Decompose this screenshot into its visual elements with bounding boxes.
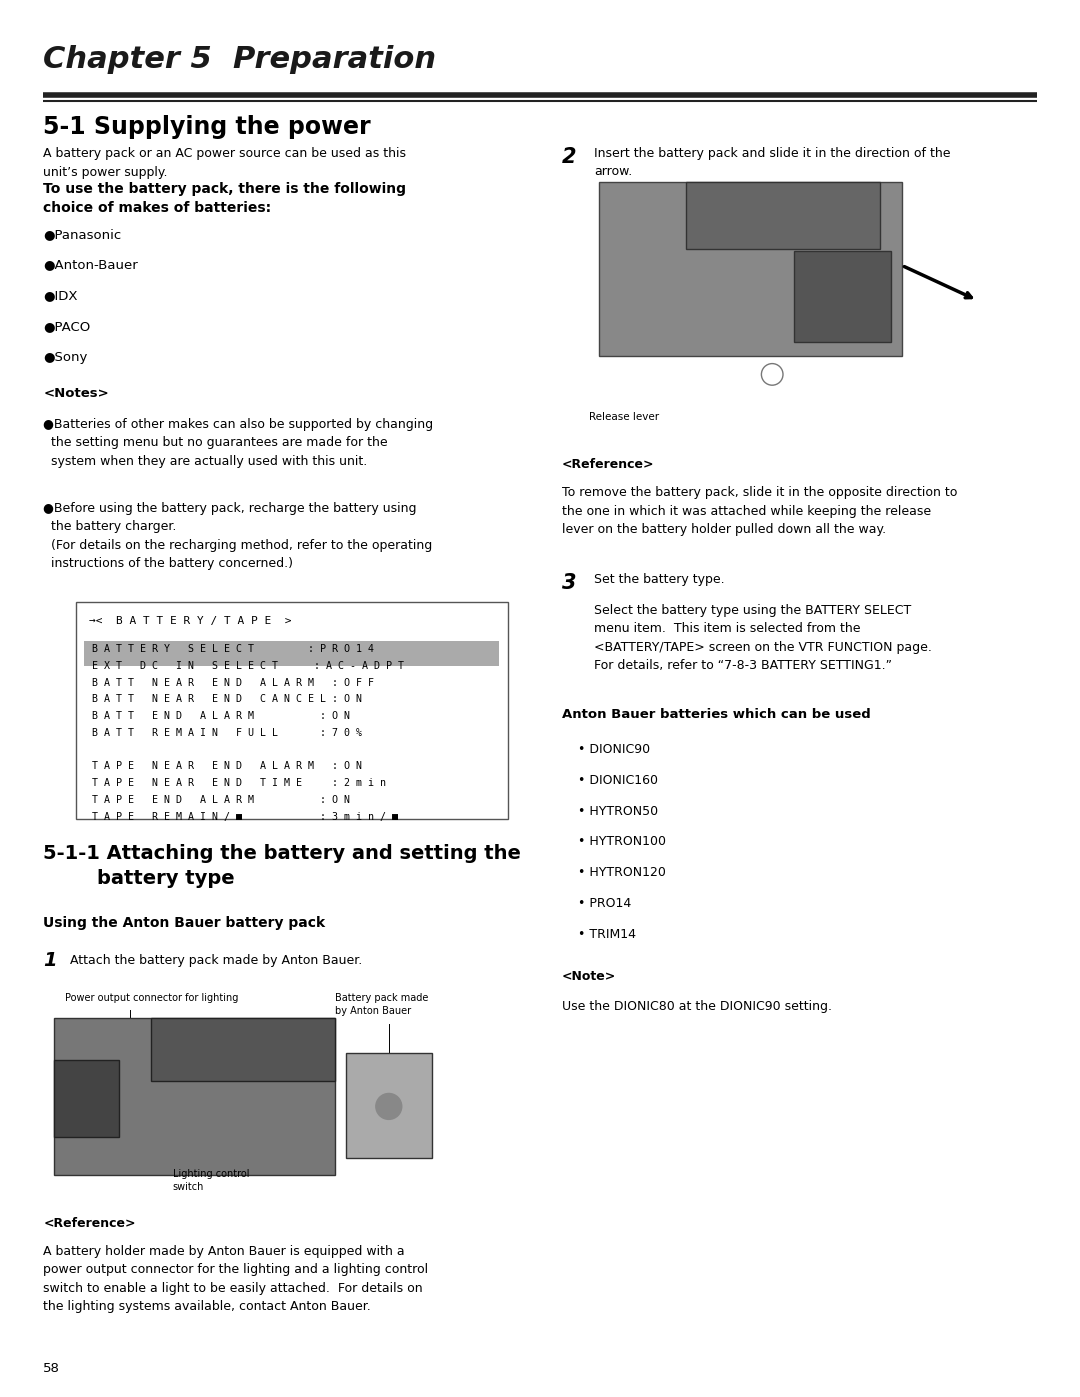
Text: →<  B A T T E R Y / T A P E  >: →< B A T T E R Y / T A P E > [89, 616, 292, 626]
Text: Attach the battery pack made by Anton Bauer.: Attach the battery pack made by Anton Ba… [70, 954, 363, 967]
Text: B A T T   E N D   A L A R M           : O N: B A T T E N D A L A R M : O N [92, 711, 350, 721]
Text: • PRO14: • PRO14 [578, 897, 631, 909]
Text: Anton Bauer batteries which can be used: Anton Bauer batteries which can be used [562, 708, 870, 721]
Text: ●IDX: ●IDX [43, 289, 78, 302]
Text: T A P E   E N D   A L A R M           : O N: T A P E E N D A L A R M : O N [92, 795, 350, 805]
Text: B A T T E R Y   S E L E C T         : P R O 1 4: B A T T E R Y S E L E C T : P R O 1 4 [92, 644, 374, 654]
Bar [54, 1060, 119, 1137]
Text: Release lever: Release lever [589, 412, 659, 422]
Text: Power output connector for lighting: Power output connector for lighting [65, 993, 239, 1003]
Text: 5-1 Supplying the power: 5-1 Supplying the power [43, 115, 370, 138]
Text: ●Anton-Bauer: ●Anton-Bauer [43, 258, 138, 271]
Text: Using the Anton Bauer battery pack: Using the Anton Bauer battery pack [43, 916, 325, 930]
Text: To use the battery pack, there is the following
choice of makes of batteries:: To use the battery pack, there is the fo… [43, 182, 406, 215]
Text: <Reference>: <Reference> [43, 1217, 136, 1229]
Text: • DIONIC90: • DIONIC90 [578, 743, 650, 756]
Text: Chapter 5  Preparation: Chapter 5 Preparation [43, 45, 436, 74]
Text: T A P E   N E A R   E N D   A L A R M   : O N: T A P E N E A R E N D A L A R M : O N [92, 761, 362, 771]
Bar [686, 182, 880, 249]
Text: A battery holder made by Anton Bauer is equipped with a
power output connector f: A battery holder made by Anton Bauer is … [43, 1245, 429, 1313]
Text: Lighting control
switch: Lighting control switch [173, 1169, 249, 1192]
Bar [54, 1018, 335, 1175]
Text: B A T T   N E A R   E N D   A L A R M   : O F F: B A T T N E A R E N D A L A R M : O F F [92, 678, 374, 687]
Text: T A P E   R E M A I N / ■             : 3 m i n / ■: T A P E R E M A I N / ■ : 3 m i n / ■ [92, 812, 397, 821]
Bar [84, 641, 499, 666]
Text: ●Batteries of other makes can also be supported by changing
  the setting menu b: ●Batteries of other makes can also be su… [43, 418, 433, 468]
Text: 1: 1 [43, 951, 57, 971]
Text: Battery pack made
by Anton Bauer: Battery pack made by Anton Bauer [335, 993, 428, 1016]
Text: • HYTRON120: • HYTRON120 [578, 866, 665, 879]
Bar [794, 251, 891, 342]
Text: <Notes>: <Notes> [43, 387, 109, 400]
Bar [599, 182, 902, 356]
Text: ●Panasonic: ●Panasonic [43, 228, 121, 240]
Text: T A P E   N E A R   E N D   T I M E     : 2 m i n: T A P E N E A R E N D T I M E : 2 m i n [92, 778, 386, 788]
Text: <Note>: <Note> [562, 970, 616, 982]
Bar [76, 602, 508, 819]
Bar [346, 1053, 432, 1158]
Text: Insert the battery pack and slide it in the direction of the
arrow.: Insert the battery pack and slide it in … [594, 147, 950, 179]
Text: B A T T   N E A R   E N D   C A N C E L : O N: B A T T N E A R E N D C A N C E L : O N [92, 694, 362, 704]
Text: E X T   D C   I N   S E L E C T      : A C - A D P T: E X T D C I N S E L E C T : A C - A D P … [92, 661, 404, 671]
Text: ●Sony: ●Sony [43, 351, 87, 363]
Text: <Reference>: <Reference> [562, 458, 654, 471]
Text: • HYTRON100: • HYTRON100 [578, 835, 665, 848]
Bar [151, 1018, 335, 1081]
Text: ●Before using the battery pack, recharge the battery using
  the battery charger: ●Before using the battery pack, recharge… [43, 502, 432, 570]
Text: • HYTRON50: • HYTRON50 [578, 805, 658, 817]
Text: • DIONIC160: • DIONIC160 [578, 774, 658, 787]
Text: B A T T   R E M A I N   F U L L       : 7 0 %: B A T T R E M A I N F U L L : 7 0 % [92, 728, 362, 738]
Text: A battery pack or an AC power source can be used as this
unit’s power supply.: A battery pack or an AC power source can… [43, 147, 406, 179]
Text: Use the DIONIC80 at the DIONIC90 setting.: Use the DIONIC80 at the DIONIC90 setting… [562, 1000, 832, 1013]
Text: Select the battery type using the BATTERY SELECT
menu item.  This item is select: Select the battery type using the BATTER… [594, 604, 932, 672]
Text: 2: 2 [562, 147, 576, 166]
Text: • TRIM14: • TRIM14 [578, 928, 636, 940]
Text: To remove the battery pack, slide it in the opposite direction to
the one in whi: To remove the battery pack, slide it in … [562, 486, 957, 536]
Text: Set the battery type.: Set the battery type. [594, 573, 725, 585]
Text: ●PACO: ●PACO [43, 320, 91, 332]
Text: 58: 58 [43, 1362, 60, 1375]
Circle shape [376, 1094, 402, 1119]
Text: 3: 3 [562, 573, 576, 592]
Text: 5-1-1 Attaching the battery and setting the
        battery type: 5-1-1 Attaching the battery and setting … [43, 844, 521, 887]
